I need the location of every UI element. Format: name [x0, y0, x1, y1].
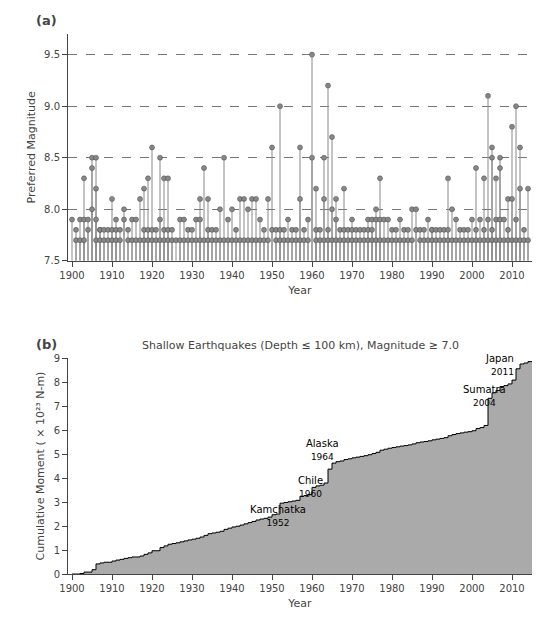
svg-text:Cumulative Moment ( × 10²³ N-m: Cumulative Moment ( × 10²³ N-m) — [34, 372, 47, 561]
svg-text:3: 3 — [54, 497, 60, 508]
svg-text:1: 1 — [54, 545, 60, 556]
svg-text:1920: 1920 — [139, 270, 164, 281]
svg-text:Sumatra2004: Sumatra2004 — [463, 384, 506, 408]
svg-text:1950: 1950 — [259, 583, 284, 594]
svg-text:7.5: 7.5 — [44, 255, 60, 266]
svg-text:9: 9 — [54, 353, 60, 364]
svg-text:1910: 1910 — [99, 270, 124, 281]
svg-text:1940: 1940 — [219, 270, 244, 281]
svg-text:1990: 1990 — [419, 270, 444, 281]
svg-text:Preferred Magnitude: Preferred Magnitude — [25, 91, 38, 203]
svg-text:1920: 1920 — [139, 583, 164, 594]
svg-text:0: 0 — [54, 569, 60, 580]
svg-text:1980: 1980 — [379, 583, 404, 594]
svg-text:Alaska1964: Alaska1964 — [306, 438, 339, 462]
svg-text:Shallow Earthquakes (Depth ≤ 1: Shallow Earthquakes (Depth ≤ 100 km), Ma… — [142, 339, 459, 352]
svg-text:2000: 2000 — [459, 583, 484, 594]
svg-text:1950: 1950 — [259, 270, 284, 281]
svg-text:1980: 1980 — [379, 270, 404, 281]
svg-text:2010: 2010 — [499, 583, 524, 594]
svg-text:Year: Year — [287, 284, 312, 297]
svg-text:1930: 1930 — [179, 270, 204, 281]
svg-text:8.0: 8.0 — [44, 204, 60, 215]
svg-text:5: 5 — [54, 449, 60, 460]
svg-text:4: 4 — [54, 473, 60, 484]
svg-text:9.5: 9.5 — [44, 49, 60, 60]
svg-text:8.5: 8.5 — [44, 152, 60, 163]
svg-text:7: 7 — [54, 401, 60, 412]
svg-text:1900: 1900 — [59, 583, 84, 594]
svg-text:Year: Year — [287, 597, 312, 610]
svg-text:1970: 1970 — [339, 270, 364, 281]
svg-text:1960: 1960 — [299, 583, 324, 594]
svg-text:2000: 2000 — [459, 270, 484, 281]
svg-text:6: 6 — [54, 425, 60, 436]
svg-text:(a): (a) — [36, 13, 57, 28]
svg-text:1930: 1930 — [179, 583, 204, 594]
svg-text:1900: 1900 — [59, 270, 84, 281]
svg-text:8: 8 — [54, 377, 60, 388]
svg-text:2010: 2010 — [499, 270, 524, 281]
svg-text:1910: 1910 — [99, 583, 124, 594]
svg-text:Chile1960: Chile1960 — [298, 475, 323, 499]
svg-text:(b): (b) — [36, 337, 57, 352]
svg-text:Kamchatka1952: Kamchatka1952 — [250, 504, 306, 528]
svg-text:1960: 1960 — [299, 270, 324, 281]
svg-text:9.0: 9.0 — [44, 101, 60, 112]
svg-text:1970: 1970 — [339, 583, 364, 594]
svg-text:1990: 1990 — [419, 583, 444, 594]
svg-text:1940: 1940 — [219, 583, 244, 594]
svg-text:2: 2 — [54, 521, 60, 532]
svg-text:Japan2011: Japan2011 — [485, 353, 514, 377]
